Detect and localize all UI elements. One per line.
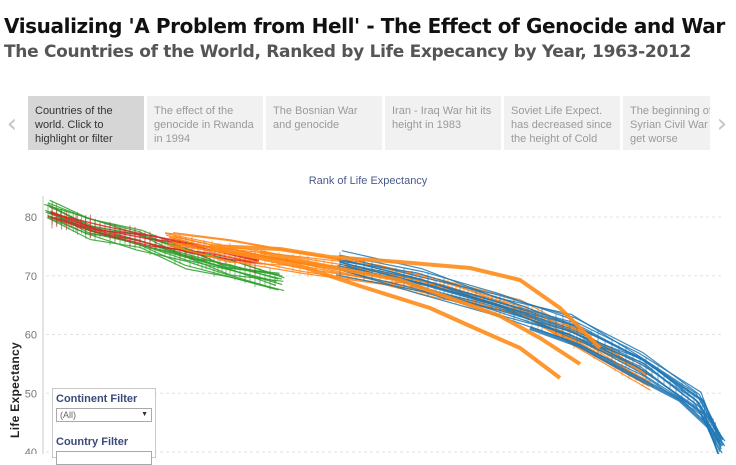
y-axis-label: Life Expectancy [8,342,22,438]
y-tick-label: 70 [25,271,37,283]
highlighted-country-line[interactable] [529,326,724,448]
chevron-left-icon[interactable]: ‹ [6,109,18,139]
country-line[interactable] [47,217,285,292]
dashboard-title: Visualizing 'A Problem from Hell' - The … [4,14,725,38]
country-line[interactable] [339,263,719,452]
dropdown-arrow-icon: ▼ [141,411,148,418]
story-point[interactable]: Iran - Iraq War hit its height in 1983 [385,96,501,150]
country-line[interactable] [168,244,651,391]
y-tick-label: 40 [25,447,37,454]
dashboard-subtitle: The Countries of the World, Ranked by Li… [4,42,692,62]
highlighted-country-line[interactable] [259,250,582,366]
country-line[interactable] [338,255,724,440]
country-line[interactable] [343,259,723,442]
country-line[interactable] [337,265,721,452]
series-bundle[interactable] [44,199,285,292]
y-tick-label: 50 [25,388,37,400]
story-navigator: Countries of the world. Click to highlig… [28,96,710,150]
continent-filter-value: (All) [60,410,76,420]
country-filter-label: Country Filter [56,436,129,448]
y-tick-label: 80 [25,212,37,224]
story-point[interactable]: The beginning of Syrian Civil War only g… [623,96,710,150]
country-line[interactable] [168,236,653,378]
country-filter-dropdown[interactable] [56,451,152,465]
highlighted-country-line[interactable] [209,246,562,380]
y-tick-label: 60 [25,330,37,342]
highlighted-country-line[interactable] [209,244,602,350]
story-point[interactable]: Countries of the world. Click to highlig… [28,96,144,150]
continent-filter-label: Continent Filter [56,393,138,405]
country-line[interactable] [341,250,722,440]
chevron-right-icon[interactable]: › [716,109,728,139]
filter-panel: Continent Filter (All) ▼ Country Filter [52,388,156,465]
chart-canvas[interactable]: 80 70 60 50 40 [0,188,736,454]
country-line[interactable] [170,245,650,387]
country-line[interactable] [54,216,264,265]
chart-title: Rank of Life Expectancy [308,175,428,187]
country-line[interactable] [341,269,723,454]
story-point[interactable]: The effect of the genocide in Rwanda in … [147,96,263,150]
life-expectancy-chart[interactable]: 80 70 60 50 40 [0,188,736,454]
country-line[interactable] [335,274,719,454]
story-point[interactable]: Soviet Life Expect. has decreased since … [504,96,620,150]
continent-filter-dropdown[interactable]: (All) ▼ [56,408,152,422]
story-point[interactable]: The Bosnian War and genocide [266,96,382,150]
country-line[interactable] [340,254,720,442]
series-bundle[interactable] [335,250,726,454]
